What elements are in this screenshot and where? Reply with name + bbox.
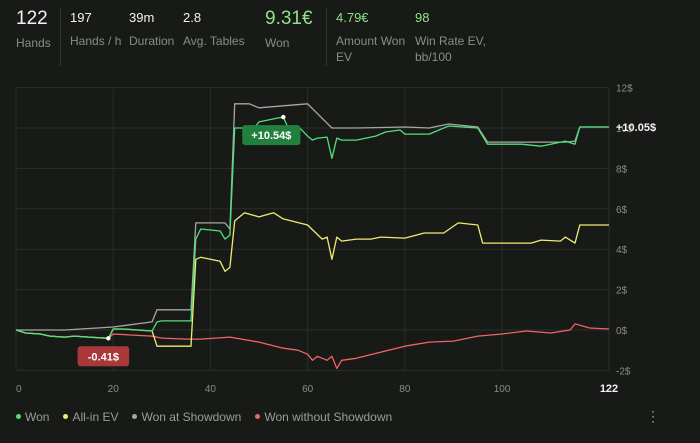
divider [326,8,327,66]
legend-item[interactable]: Won [16,410,49,424]
stat-label: Hands [16,36,51,50]
stat-label: Avg. Tables [183,34,245,48]
stat-value: 4.79€ [336,10,369,25]
y-tick-label: 8$ [616,164,628,175]
more-vertical-icon[interactable]: ⋮ [646,408,660,424]
x-tick-label: 40 [205,384,217,395]
stat-value: 98 [415,10,430,25]
legend-dot-icon [63,414,69,420]
stat-value: 2.8 [183,10,202,25]
stat-value: 39m [129,10,155,25]
y-tick-label: 4$ [616,245,628,256]
y-tick-label: 10$ [616,124,633,135]
stat-value: 197 [70,10,92,25]
x-tick-label: 60 [302,384,314,395]
badge-label: +10.54$ [251,130,291,142]
stat-win-rate-ev: 98 Win Rate EV, bb/100 [415,10,486,65]
y-tick-label: 12$ [616,84,633,95]
marker-point [106,336,111,341]
series-line-all-in-ev [15,212,609,347]
legend-dot-icon [16,414,21,420]
legend-label: Won at Showdown [141,410,242,424]
max-value-badge [242,125,301,146]
stat-value: 122 [16,8,48,29]
legend-label: Won [25,410,50,424]
x-tick-label: 20 [108,384,120,395]
stat-label-line2: EV [336,50,353,64]
x-tick-label: 122 [600,383,618,395]
x-tick-label: 100 [494,384,511,395]
profit-chart: 12$ 10$ 8$ 6$ 4$ 2$ 0$ -2$ 0 20 40 60 80 100 122 +10.54… [15,84,656,395]
min-value-badge [77,346,130,367]
y-tick-label: 6$ [616,205,628,216]
chart-legend: Won All-in EV Won at Showdown Won without S… [16,410,406,424]
legend-label: Won without Showdown [264,410,393,424]
stats-bar: 122 Hands 197 Hands / h 39m Duration 2.8… [0,0,700,80]
legend-item[interactable]: Won at Showdown [132,410,241,424]
divider [60,8,61,66]
stat-label: Amount Won [336,34,406,48]
y-tick-label: 2$ [616,286,628,297]
legend-dot-icon [255,414,261,420]
stat-avg-tables: 2.8 Avg. Tables [183,10,245,49]
stat-amount-won-ev: 4.79€ Amount Won EV [336,10,405,65]
stat-hands-per-hour: 197 Hands / h [70,10,121,49]
end-value-label: +10.05$ [616,122,656,134]
y-tick-label: 0$ [616,326,628,337]
stat-value: 9.31€ [265,8,313,29]
stat-won: 9.31€ Won [265,8,313,51]
legend-dot-icon [132,414,138,420]
series-line-won-at-showdown [16,103,609,331]
marker-point [281,114,286,120]
stat-label: Won [265,36,290,50]
legend-item[interactable]: All-in EV [63,410,118,424]
stat-hands: 122 Hands [16,8,51,51]
legend-label: All-in EV [72,410,119,424]
stat-label: Hands / h [70,34,122,48]
y-tick-label: -2$ [616,366,631,377]
stat-duration: 39m Duration [129,10,174,49]
legend-item[interactable]: Won without Showdown [255,410,392,424]
x-tick-label: 80 [399,384,411,395]
badge-label: -0.41$ [88,351,119,363]
series-line-won [15,116,609,339]
stat-label-line2: bb/100 [415,50,452,64]
stat-label: Win Rate EV, [415,34,486,48]
stat-label: Duration [129,34,175,48]
x-tick-label: 0 [16,384,22,395]
